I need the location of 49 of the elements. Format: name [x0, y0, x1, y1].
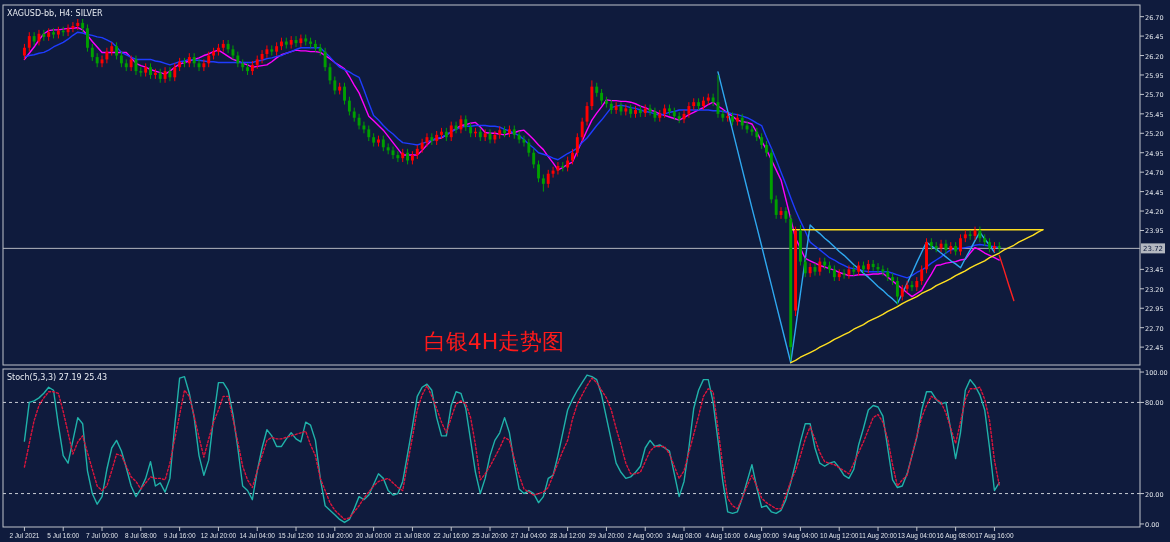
candlestick [449, 121, 453, 142]
candlestick [27, 31, 31, 53]
candlestick [532, 148, 536, 169]
candlestick [168, 66, 172, 82]
candlestick [920, 264, 924, 286]
text: Stoch(5,3,3) 27.19 25.43 [7, 373, 108, 382]
candlestick [687, 101, 691, 119]
candlestick [299, 34, 303, 48]
candlestick [808, 262, 812, 278]
candlestick [105, 47, 109, 64]
candlestick [784, 206, 788, 224]
candlestick [590, 79, 594, 111]
candlestick [202, 58, 206, 72]
text: XAGUSD-bb, H4: SILVER [7, 9, 104, 18]
candlestick [551, 166, 555, 179]
candlestick [163, 66, 167, 84]
candlestick [895, 276, 899, 305]
candlestick [260, 49, 264, 64]
candlestick [842, 268, 846, 280]
candlestick [347, 96, 351, 116]
candlestick [556, 161, 560, 175]
candlestick [517, 130, 521, 144]
candlestick [774, 195, 778, 220]
candlestick [32, 31, 36, 46]
line-series [717, 71, 996, 364]
candlestick [323, 47, 327, 72]
candlestick [580, 117, 584, 142]
candlestick [614, 101, 618, 115]
candlestick [905, 280, 909, 294]
candlestick [803, 257, 807, 278]
candlestick [750, 125, 754, 137]
line-series [998, 254, 1015, 302]
candlestick [575, 132, 579, 158]
candlestick [265, 44, 269, 59]
candlestick [226, 39, 230, 54]
candlestick [537, 160, 540, 183]
candlestick [959, 233, 962, 256]
candlestick [343, 82, 346, 106]
candlestick [944, 239, 948, 255]
candlestick [420, 138, 424, 154]
candlestick [648, 104, 652, 116]
candlestick [396, 150, 400, 163]
candlestick [86, 23, 89, 53]
candlestick [653, 107, 657, 123]
candlestick [881, 264, 885, 277]
candlestick [847, 264, 851, 280]
candlestick [493, 130, 497, 144]
candlestick [66, 23, 70, 37]
annotation: 白银4H走势图 [423, 329, 565, 354]
